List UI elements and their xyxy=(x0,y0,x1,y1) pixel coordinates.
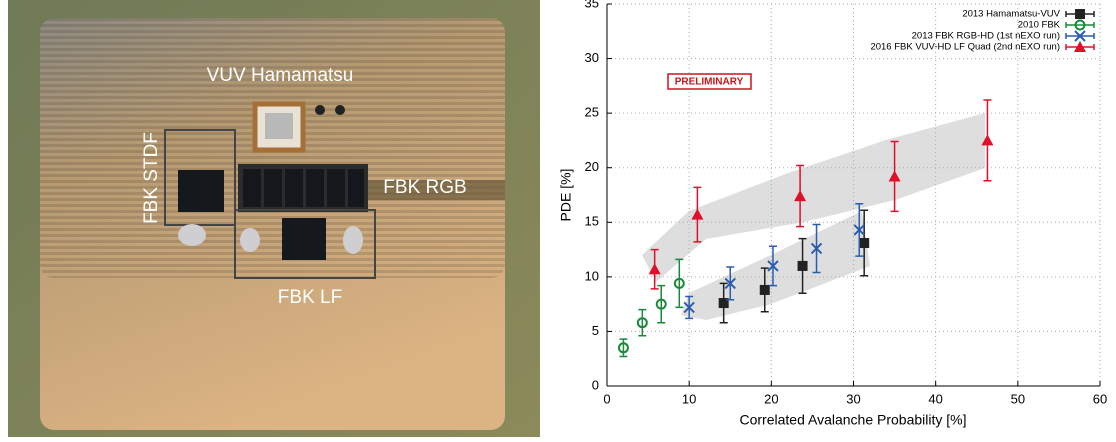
photo-label: VUV Hamamatsu xyxy=(207,65,354,86)
x-tick-label: 50 xyxy=(1011,391,1025,406)
wirebond-pad xyxy=(343,226,363,254)
legend-label: 2016 FBK VUV-HD LF Quad (2nd nEXO run) xyxy=(870,42,1060,53)
photo-label: FBK RGB xyxy=(383,177,466,198)
error-bar xyxy=(675,259,683,307)
chip-lf xyxy=(282,218,326,260)
chip-stdf xyxy=(178,170,224,212)
y-tick-label: 0 xyxy=(592,377,599,392)
y-tick-label: 10 xyxy=(585,268,599,283)
y-tick-label: 15 xyxy=(585,214,599,229)
photo-label: FBK STDF xyxy=(141,132,162,224)
legend-label: 2013 Hamamatsu-VUV xyxy=(962,9,1060,20)
marker xyxy=(798,261,808,271)
legend-marker xyxy=(1075,9,1085,19)
legend-line xyxy=(1066,22,1094,28)
via xyxy=(335,105,345,115)
annotation: PRELIMINARY xyxy=(675,77,744,88)
marker xyxy=(859,238,869,248)
x-tick-label: 0 xyxy=(603,391,610,406)
photo-label: FBK LF xyxy=(278,287,342,308)
y-tick-label: 5 xyxy=(592,323,599,338)
legend-label: 2013 FBK RGB-HD (1st nEXO run) xyxy=(912,31,1060,42)
x-tick-label: 30 xyxy=(846,391,860,406)
x-tick-label: 10 xyxy=(682,391,696,406)
y-tick-label: 30 xyxy=(585,50,599,65)
y-tick-label: 25 xyxy=(585,105,599,120)
error-bar xyxy=(657,286,665,323)
legend-label: 2010 FBK xyxy=(1018,20,1061,31)
marker xyxy=(760,285,770,295)
wirebond-pad xyxy=(178,224,206,246)
y-tick-label: 35 xyxy=(585,0,599,10)
x-tick-label: 60 xyxy=(1093,391,1107,406)
x-tick-label: 20 xyxy=(764,391,778,406)
x-axis-label: Correlated Avalanche Probability [%] xyxy=(740,412,967,428)
page: VUV Hamamatsu FBK STDF FBK RGB FBK LF 0 1… xyxy=(0,0,1116,437)
error-bar xyxy=(619,339,627,356)
chip-window xyxy=(265,113,293,139)
y-tick-label: 20 xyxy=(585,159,599,174)
x-tick-label: 40 xyxy=(928,391,942,406)
photo: VUV Hamamatsu FBK STDF FBK RGB FBK LF xyxy=(8,0,540,437)
via xyxy=(315,105,325,115)
wirebond-pad xyxy=(240,228,260,252)
y-axis-label: PDE [%] xyxy=(558,169,574,222)
